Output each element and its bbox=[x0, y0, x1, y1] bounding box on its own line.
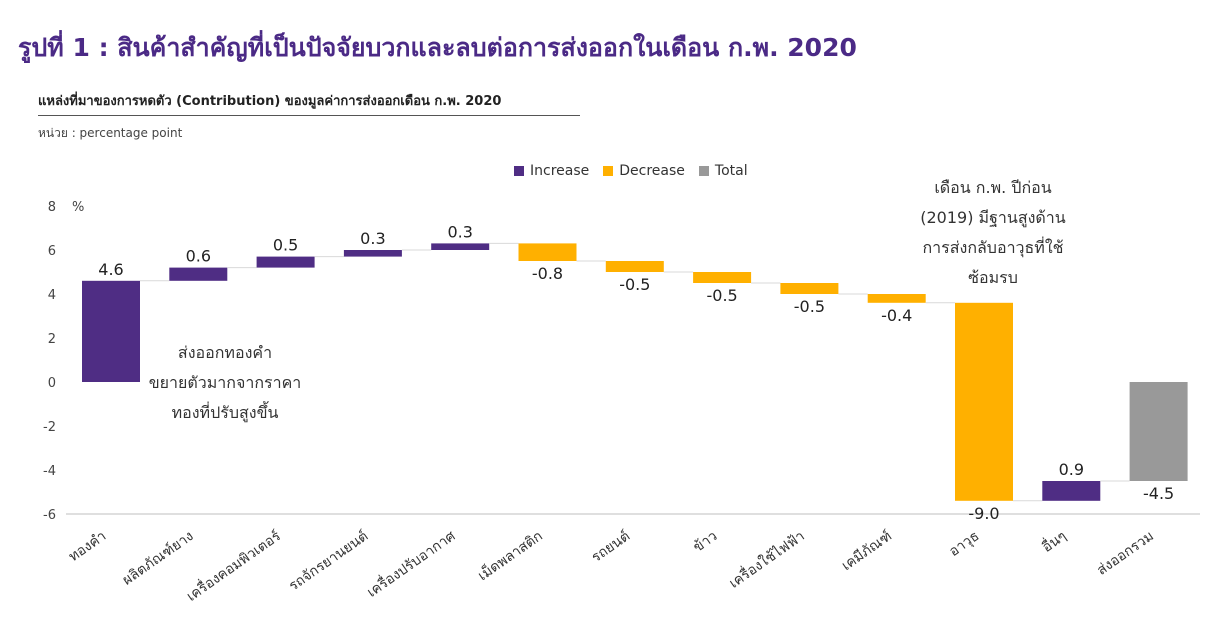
bar-increase bbox=[169, 267, 228, 281]
y-tick-label: 0 bbox=[48, 376, 56, 391]
y-tick-label: 2 bbox=[48, 332, 56, 347]
bar-decrease bbox=[780, 283, 839, 294]
data-label: 0.9 bbox=[1059, 460, 1084, 479]
data-label: -0.5 bbox=[706, 286, 737, 305]
data-label: -0.5 bbox=[619, 275, 650, 294]
annotation-weapons-line: ซ้อมรบ bbox=[968, 268, 1018, 287]
bar-increase bbox=[82, 280, 140, 382]
y-tick-label: -4 bbox=[43, 464, 56, 479]
category-label: ข้าว bbox=[690, 528, 720, 556]
bar-decrease bbox=[955, 302, 1013, 501]
y-axis-unit: % bbox=[72, 200, 84, 215]
category-label: อาวุธ bbox=[946, 528, 982, 560]
category-label: ทองคำ bbox=[66, 528, 109, 565]
legend-label-increase: Increase bbox=[530, 163, 590, 179]
category-label: เคมีภัณฑ์ bbox=[838, 527, 895, 574]
legend-label-decrease: Decrease bbox=[619, 163, 685, 179]
legend-item-decrease: Decrease bbox=[603, 163, 685, 179]
data-label: -0.5 bbox=[794, 297, 825, 316]
page-title: รูปที่ 1 : สินค้าสำคัญที่เป็นปัจจัยบวกแล… bbox=[18, 33, 857, 62]
y-tick-label: 4 bbox=[48, 288, 56, 303]
annotation-weapons-line: (2019) มีฐานสูงด้าน bbox=[920, 208, 1066, 227]
bar-increase bbox=[256, 256, 315, 268]
category-label: ส่งออกรวม bbox=[1094, 528, 1157, 579]
bar-decrease bbox=[518, 243, 577, 261]
bar-decrease bbox=[693, 272, 752, 283]
annotation-weapons-line: เดือน ก.พ. ปีก่อน bbox=[934, 178, 1052, 197]
annotation-gold: ส่งออกทองคำ ขยายตัวมากจากราคา ทองที่ปรับ… bbox=[140, 338, 310, 428]
annotation-weapons: เดือน ก.พ. ปีก่อน (2019) มีฐานสูงด้าน กา… bbox=[898, 173, 1088, 293]
y-tick-label: -6 bbox=[43, 508, 56, 523]
legend-swatch-increase bbox=[514, 166, 524, 176]
category-label: รถจักรยานยนต์ bbox=[286, 527, 372, 594]
data-label: 4.6 bbox=[98, 260, 123, 279]
data-label: -4.5 bbox=[1143, 484, 1174, 503]
legend-item-increase: Increase bbox=[514, 163, 589, 179]
legend-swatch-total bbox=[698, 166, 709, 176]
bar-increase bbox=[343, 250, 402, 257]
bar-decrease bbox=[867, 294, 926, 303]
chart-title: แหล่งที่มาของการหดตัว (Contribution) ของ… bbox=[38, 94, 502, 109]
data-label: -0.8 bbox=[532, 264, 563, 283]
data-label: -9.0 bbox=[968, 504, 999, 523]
y-tick-label: 6 bbox=[48, 244, 56, 259]
annotation-weapons-line: การส่งกลับอาวุธที่ใช้ bbox=[922, 238, 1064, 257]
annotation-gold-line: ขยายตัวมากจากราคา bbox=[148, 373, 302, 392]
bar-decrease bbox=[605, 261, 664, 272]
category-label: เม็ดพลาสติก bbox=[474, 527, 546, 585]
category-label: เครื่องคอมพิวเตอร์ bbox=[183, 526, 284, 605]
data-label: 0.3 bbox=[360, 229, 385, 248]
data-label: -0.4 bbox=[881, 306, 912, 325]
category-label: เครื่องปรับอากาศ bbox=[363, 526, 458, 600]
y-tick-label: -2 bbox=[43, 420, 56, 435]
unit-note: หน่วย : percentage point bbox=[38, 126, 183, 140]
y-tick-label: 8 bbox=[48, 200, 56, 215]
title-divider bbox=[38, 115, 580, 116]
category-label: เครื่องใช้ไฟฟ้า bbox=[725, 527, 807, 592]
chart-legend: Increase Decrease Total bbox=[514, 163, 748, 179]
bar-total bbox=[1129, 382, 1188, 481]
annotation-gold-line: ทองที่ปรับสูงขึ้น bbox=[171, 403, 279, 422]
data-label: 0.5 bbox=[273, 236, 298, 255]
legend-swatch-decrease bbox=[603, 166, 614, 176]
data-label: 0.6 bbox=[186, 247, 211, 266]
category-label: ผลิตภัณฑ์ยาง bbox=[119, 527, 196, 588]
bar-increase bbox=[431, 243, 490, 250]
legend-label-total: Total bbox=[714, 163, 748, 179]
data-label: 0.3 bbox=[447, 222, 472, 241]
legend-item-total: Total bbox=[698, 163, 748, 179]
category-label: รถยนต์ bbox=[588, 527, 633, 566]
bar-increase bbox=[1042, 481, 1101, 501]
category-label: อื่นๆ bbox=[1038, 527, 1069, 556]
annotation-gold-line: ส่งออกทองคำ bbox=[177, 343, 273, 362]
